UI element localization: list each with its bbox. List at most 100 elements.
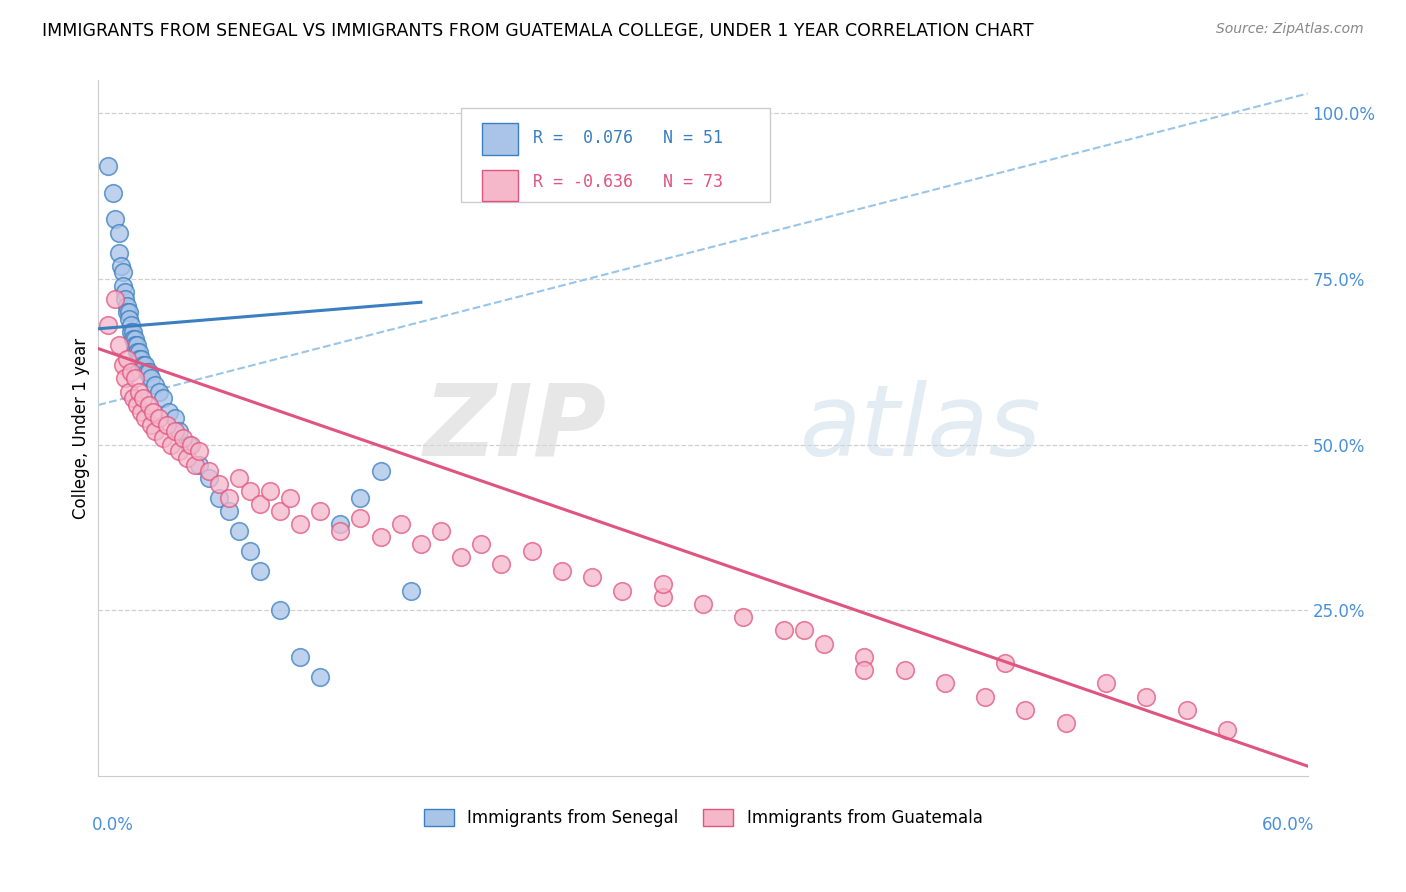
Point [124,371,146,385]
Point [994,657,1017,671]
Point [142,404,165,418]
Point [179,438,201,452]
Point [157,404,180,418]
Point [107,338,129,352]
Point [160,438,183,452]
Point [772,624,794,638]
Point [692,597,714,611]
Point [125,345,148,359]
Point [129,351,152,366]
Text: R = -0.636   N = 73: R = -0.636 N = 73 [533,173,723,191]
Point [125,338,148,352]
Point [349,491,371,505]
Point [389,517,412,532]
Text: 0.0%: 0.0% [91,816,134,834]
Point [143,378,166,392]
Point [1135,690,1157,704]
Point [139,417,162,432]
Point [111,278,134,293]
Y-axis label: College, Under 1 year: College, Under 1 year [72,337,90,519]
Point [118,311,141,326]
Point [110,259,132,273]
Point [167,444,190,458]
Point [249,564,271,578]
Point [218,504,240,518]
Point [329,517,352,532]
Point [813,636,835,650]
Point [430,524,453,538]
Point [121,325,143,339]
Point [184,458,207,472]
FancyBboxPatch shape [461,108,769,202]
Point [111,358,134,372]
Point [114,292,136,306]
Point [115,351,138,366]
Point [612,583,634,598]
Point [101,186,124,200]
Point [491,557,513,571]
Point [733,610,755,624]
Bar [482,123,517,154]
Point [132,392,155,406]
Point [163,411,186,425]
Point [114,371,136,385]
Point [121,332,143,346]
Point [188,444,211,458]
Point [134,411,156,425]
Point [309,670,332,684]
Point [198,471,221,485]
Point [520,543,543,558]
Point [125,398,148,412]
Point [551,564,574,578]
Text: R =  0.076   N = 51: R = 0.076 N = 51 [533,129,723,147]
Point [128,384,150,399]
Point [409,537,432,551]
Point [103,212,125,227]
Point [259,484,281,499]
Point [974,690,997,704]
Point [152,392,174,406]
Point [134,358,156,372]
Point [581,570,603,584]
Point [651,590,673,604]
Point [103,292,125,306]
Point [135,365,157,379]
Legend: Immigrants from Senegal, Immigrants from Guatemala: Immigrants from Senegal, Immigrants from… [418,802,988,834]
Point [218,491,240,505]
Point [124,332,146,346]
Point [370,464,392,478]
Text: 60.0%: 60.0% [1263,816,1315,834]
Point [148,411,170,425]
Point [120,325,142,339]
Point [228,524,250,538]
Point [1095,676,1118,690]
Point [1054,716,1077,731]
Point [1014,703,1036,717]
Point [269,603,291,617]
Point [163,425,186,439]
Point [651,577,673,591]
Text: Source: ZipAtlas.com: Source: ZipAtlas.com [1216,22,1364,37]
Point [143,425,166,439]
Point [176,450,198,465]
Point [148,384,170,399]
Point [934,676,956,690]
Point [198,464,221,478]
Point [167,425,190,439]
Point [124,338,146,352]
Point [288,649,311,664]
Point [172,431,194,445]
Point [138,365,160,379]
Point [309,504,332,518]
Point [97,318,120,333]
Point [111,265,134,279]
Point [128,345,150,359]
Point [129,404,152,418]
Point [228,471,250,485]
Point [249,497,271,511]
Point [97,160,120,174]
Point [239,484,262,499]
Point [470,537,492,551]
Point [399,583,422,598]
Point [128,351,150,366]
